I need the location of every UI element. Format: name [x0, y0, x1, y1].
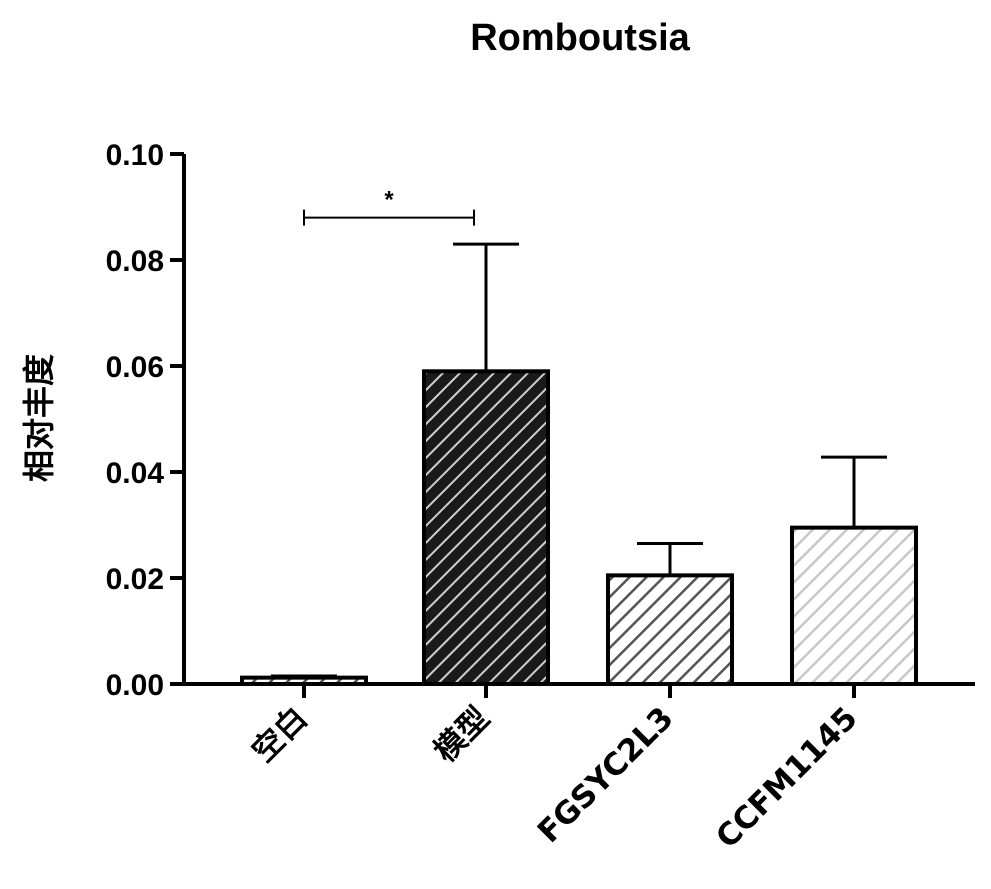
bar-2 [606, 573, 734, 686]
y-tick-label-2: 0.04 [106, 457, 165, 490]
y-tick-label-0: 0.00 [106, 669, 164, 702]
x-tick-label-2: FGSYC2L3 [531, 700, 681, 850]
x-tick-label-0: 空白 [245, 700, 314, 769]
y-tick-label-5: 0.10 [106, 139, 164, 172]
y-tick-label-4: 0.08 [106, 245, 164, 278]
bar-3 [790, 525, 918, 687]
y-axis-label: 相对丰度 [20, 354, 58, 482]
significance-label-0: * [384, 187, 394, 214]
x-tick-label-1: 模型 [427, 700, 496, 769]
bar-1 [422, 369, 550, 686]
chart-title: Romboutsia [470, 17, 690, 59]
x-axis: 空白 模型 FGSYC2L3 CCFM1145 [182, 682, 975, 856]
y-axis: 0.00 0.02 0.04 0.06 0.08 0.10 [106, 139, 186, 702]
y-tick-label-3: 0.06 [106, 351, 164, 384]
x-tick-label-3: CCFM1145 [709, 700, 864, 855]
y-tick-label-1: 0.02 [106, 563, 164, 596]
plot-area: * [240, 187, 918, 687]
